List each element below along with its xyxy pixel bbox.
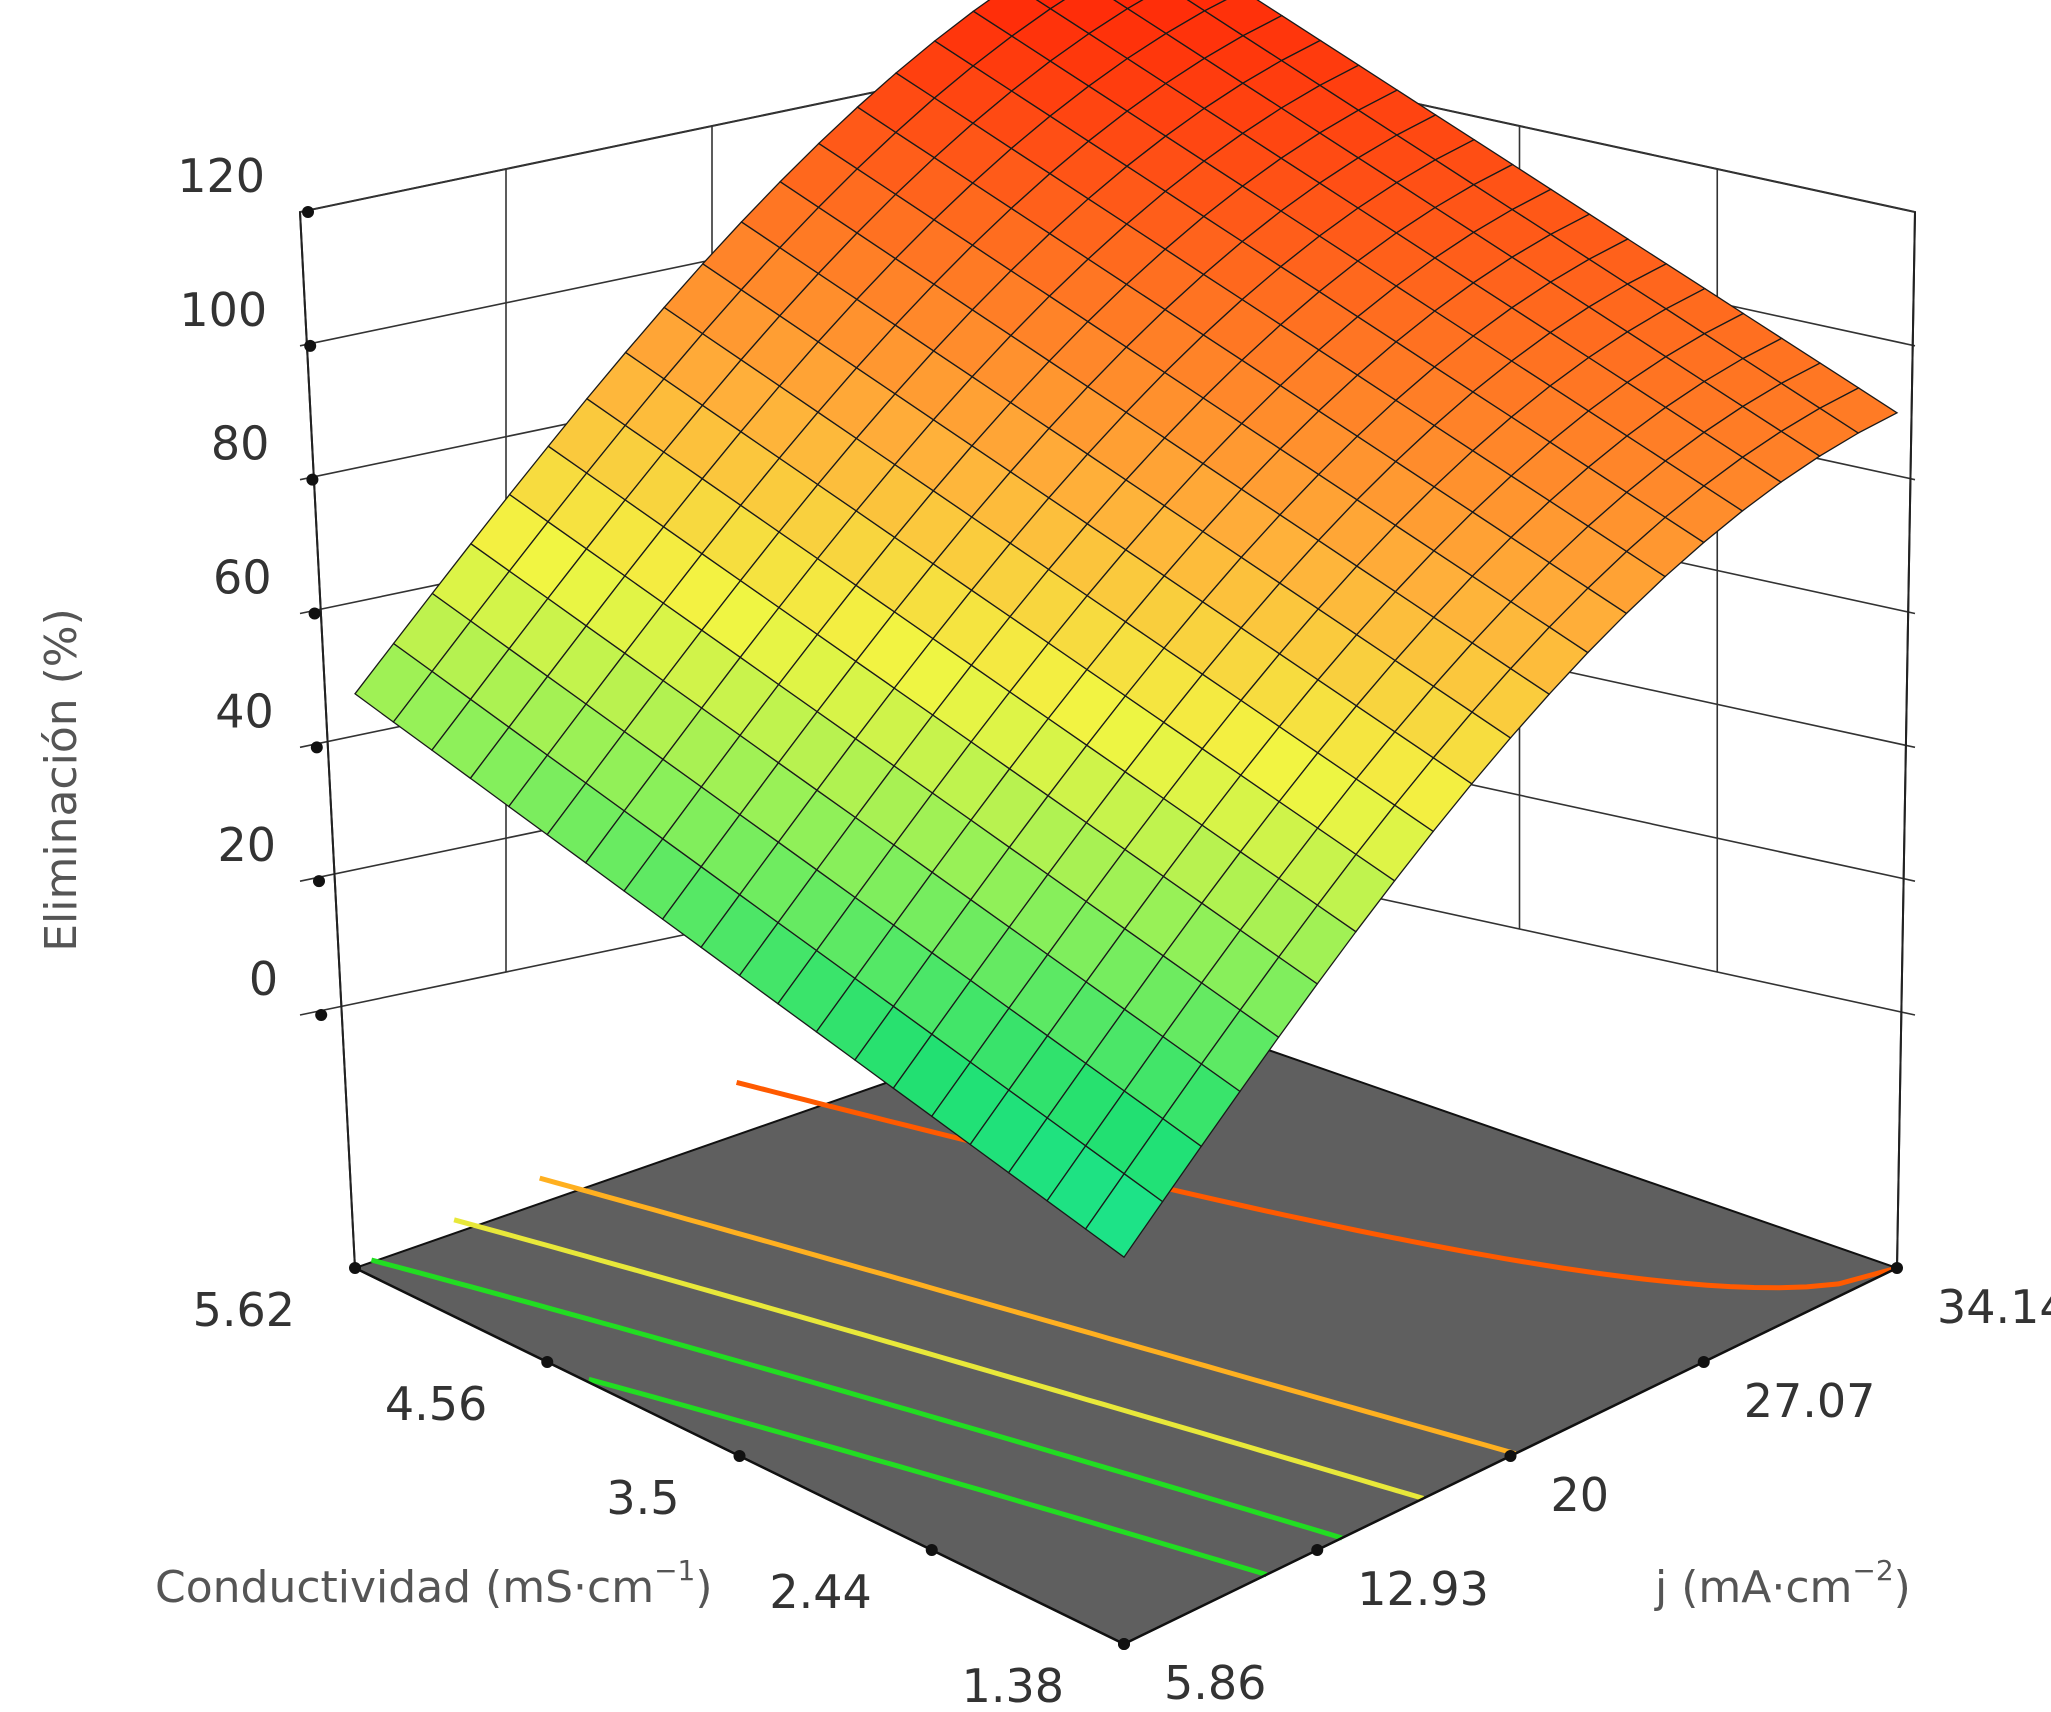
y-axis-title-close: ) bbox=[1894, 1562, 1911, 1613]
y-axis-title-main: j (mA·cm bbox=[1654, 1562, 1852, 1613]
contour-line bbox=[735, 1079, 1898, 1291]
contour-lines bbox=[370, 1079, 1898, 1577]
x-axis-title: Conductividad (mS·cm−1) bbox=[155, 1554, 713, 1613]
z-tick-label: 120 bbox=[177, 149, 265, 203]
x-tick-dot bbox=[349, 1262, 361, 1274]
response-surface bbox=[354, 0, 1899, 1259]
x-tick-label: 3.5 bbox=[606, 1471, 679, 1525]
x-axis-title-sup: −1 bbox=[654, 1554, 695, 1587]
z-tick-dot bbox=[310, 741, 323, 754]
x-tick-label: 4.56 bbox=[385, 1377, 487, 1431]
y-tick-label: 34.14 bbox=[1937, 1280, 2051, 1334]
y-tick-dot bbox=[1311, 1544, 1324, 1556]
y-axis-title-sup: −2 bbox=[1852, 1554, 1893, 1587]
y-tick-dot bbox=[1891, 1262, 1903, 1274]
x-tick-label: 2.44 bbox=[769, 1565, 871, 1619]
z-tick-dot bbox=[306, 473, 319, 486]
z-tick-dot bbox=[313, 875, 325, 888]
y-tick-label: 27.07 bbox=[1744, 1374, 1876, 1428]
z-tick-label: 60 bbox=[213, 551, 272, 605]
y-tick-label: 5.86 bbox=[1164, 1656, 1266, 1710]
z-tick-label: 40 bbox=[215, 684, 274, 738]
z-tick-dot bbox=[315, 1009, 328, 1021]
z-tick-dot bbox=[302, 206, 314, 218]
x-tick-dot bbox=[733, 1450, 746, 1462]
z-axis-line bbox=[299, 211, 356, 1269]
z-tick-label: 80 bbox=[211, 417, 270, 471]
z-tick-dot bbox=[308, 607, 321, 620]
contour-line bbox=[453, 1217, 1425, 1501]
surface-cell bbox=[1818, 387, 1899, 434]
y-tick-dot bbox=[1504, 1450, 1517, 1462]
contour-line bbox=[588, 1376, 1268, 1577]
right-wall-edge bbox=[1896, 211, 1916, 1269]
z-tick-label: 20 bbox=[217, 818, 276, 872]
z-tick-label: 100 bbox=[179, 283, 267, 337]
y-tick-label: 20 bbox=[1551, 1468, 1610, 1522]
x-axis-title-main: Conductividad (mS·cm bbox=[155, 1562, 654, 1613]
y-axis-title: j (mA·cm−2) bbox=[1654, 1554, 1911, 1613]
tick-labels: 0 20 40 60 80 100 120 5.62 4.56 3.5 2.44 1.38 5.86 12… bbox=[177, 149, 2051, 1712]
y-tick-dot bbox=[1697, 1356, 1710, 1368]
contour-line bbox=[539, 1175, 1517, 1457]
x-axis-title-close: ) bbox=[695, 1562, 712, 1613]
z-axis-title: Eliminación (%) bbox=[36, 608, 87, 952]
x-tick-label: 1.38 bbox=[962, 1659, 1064, 1712]
x-tick-label: 5.62 bbox=[193, 1283, 295, 1337]
z-tick-label: 0 bbox=[249, 952, 278, 1006]
z-tick-dot bbox=[304, 339, 317, 352]
y-tick-dot bbox=[1118, 1638, 1130, 1650]
x-tick-dot bbox=[925, 1544, 938, 1556]
contour-line bbox=[370, 1257, 1343, 1541]
x-tick-dot bbox=[541, 1356, 554, 1368]
y-tick-label: 12.93 bbox=[1357, 1562, 1489, 1616]
